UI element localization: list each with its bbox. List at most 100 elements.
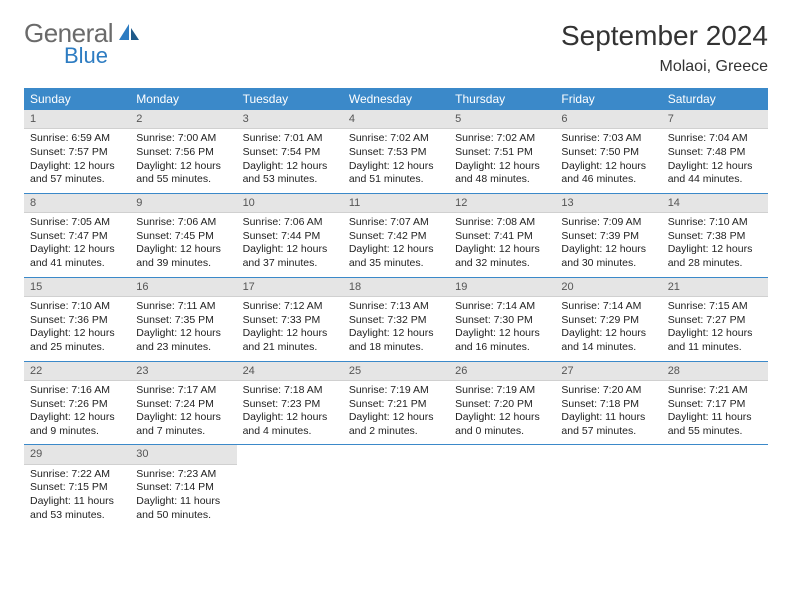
- day-cell: 5Sunrise: 7:02 AMSunset: 7:51 PMDaylight…: [449, 110, 555, 194]
- day2-text: and 48 minutes.: [455, 173, 549, 187]
- day-cell: 12Sunrise: 7:08 AMSunset: 7:41 PMDayligh…: [449, 194, 555, 278]
- day1-text: Daylight: 12 hours: [455, 411, 549, 425]
- day-header: Friday: [555, 88, 661, 110]
- sunrise-text: Sunrise: 7:07 AM: [349, 216, 443, 230]
- day2-text: and 16 minutes.: [455, 341, 549, 355]
- day1-text: Daylight: 11 hours: [561, 411, 655, 425]
- day2-text: and 9 minutes.: [30, 425, 124, 439]
- sunrise-text: Sunrise: 7:20 AM: [561, 384, 655, 398]
- month-title: September 2024: [561, 20, 768, 52]
- day2-text: and 37 minutes.: [243, 257, 337, 271]
- day-cell: 14Sunrise: 7:10 AMSunset: 7:38 PMDayligh…: [662, 194, 768, 278]
- sunset-text: Sunset: 7:44 PM: [243, 230, 337, 244]
- day-cell: 3Sunrise: 7:01 AMSunset: 7:54 PMDaylight…: [237, 110, 343, 194]
- day1-text: Daylight: 12 hours: [243, 327, 337, 341]
- sunset-text: Sunset: 7:35 PM: [136, 314, 230, 328]
- day-number: 14: [662, 194, 768, 213]
- day-body: Sunrise: 7:13 AMSunset: 7:32 PMDaylight:…: [343, 297, 449, 361]
- day1-text: Daylight: 12 hours: [136, 160, 230, 174]
- empty-cell: [237, 445, 343, 528]
- sunset-text: Sunset: 7:24 PM: [136, 398, 230, 412]
- day1-text: Daylight: 12 hours: [455, 160, 549, 174]
- day-body: Sunrise: 7:05 AMSunset: 7:47 PMDaylight:…: [24, 213, 130, 277]
- day2-text: and 44 minutes.: [668, 173, 762, 187]
- day2-text: and 18 minutes.: [349, 341, 443, 355]
- week-row: 22Sunrise: 7:16 AMSunset: 7:26 PMDayligh…: [24, 362, 768, 446]
- sunrise-text: Sunrise: 7:19 AM: [349, 384, 443, 398]
- day-number: 17: [237, 278, 343, 297]
- day1-text: Daylight: 12 hours: [668, 243, 762, 257]
- day-body: Sunrise: 7:22 AMSunset: 7:15 PMDaylight:…: [24, 465, 130, 529]
- header: General Blue September 2024 Molaoi, Gree…: [24, 20, 768, 76]
- sunrise-text: Sunrise: 7:02 AM: [455, 132, 549, 146]
- day-body: Sunrise: 7:21 AMSunset: 7:17 PMDaylight:…: [662, 381, 768, 445]
- sunset-text: Sunset: 7:32 PM: [349, 314, 443, 328]
- sunset-text: Sunset: 7:51 PM: [455, 146, 549, 160]
- day-cell: 10Sunrise: 7:06 AMSunset: 7:44 PMDayligh…: [237, 194, 343, 278]
- day-cell: 22Sunrise: 7:16 AMSunset: 7:26 PMDayligh…: [24, 362, 130, 446]
- day1-text: Daylight: 12 hours: [30, 160, 124, 174]
- day1-text: Daylight: 12 hours: [668, 160, 762, 174]
- day-body: Sunrise: 7:19 AMSunset: 7:20 PMDaylight:…: [449, 381, 555, 445]
- sunset-text: Sunset: 7:54 PM: [243, 146, 337, 160]
- day-cell: 11Sunrise: 7:07 AMSunset: 7:42 PMDayligh…: [343, 194, 449, 278]
- day-cell: 26Sunrise: 7:19 AMSunset: 7:20 PMDayligh…: [449, 362, 555, 446]
- day1-text: Daylight: 12 hours: [243, 160, 337, 174]
- sunrise-text: Sunrise: 7:01 AM: [243, 132, 337, 146]
- day-number: 9: [130, 194, 236, 213]
- day-number: 22: [24, 362, 130, 381]
- sunset-text: Sunset: 7:30 PM: [455, 314, 549, 328]
- empty-cell: [343, 445, 449, 528]
- day-number: 2: [130, 110, 236, 129]
- day-number: 30: [130, 445, 236, 464]
- week-row: 8Sunrise: 7:05 AMSunset: 7:47 PMDaylight…: [24, 194, 768, 278]
- day-body: Sunrise: 7:17 AMSunset: 7:24 PMDaylight:…: [130, 381, 236, 445]
- sunset-text: Sunset: 7:57 PM: [30, 146, 124, 160]
- day-cell: 23Sunrise: 7:17 AMSunset: 7:24 PMDayligh…: [130, 362, 236, 446]
- day-number: 6: [555, 110, 661, 129]
- day-body: Sunrise: 7:19 AMSunset: 7:21 PMDaylight:…: [343, 381, 449, 445]
- day2-text: and 39 minutes.: [136, 257, 230, 271]
- day2-text: and 0 minutes.: [455, 425, 549, 439]
- day-body: Sunrise: 7:02 AMSunset: 7:51 PMDaylight:…: [449, 129, 555, 193]
- day-cell: 27Sunrise: 7:20 AMSunset: 7:18 PMDayligh…: [555, 362, 661, 446]
- sunrise-text: Sunrise: 7:03 AM: [561, 132, 655, 146]
- day-cell: 18Sunrise: 7:13 AMSunset: 7:32 PMDayligh…: [343, 278, 449, 362]
- week-row: 1Sunrise: 6:59 AMSunset: 7:57 PMDaylight…: [24, 110, 768, 194]
- day-body: Sunrise: 7:01 AMSunset: 7:54 PMDaylight:…: [237, 129, 343, 193]
- day-number: 23: [130, 362, 236, 381]
- day2-text: and 57 minutes.: [30, 173, 124, 187]
- day-number: 26: [449, 362, 555, 381]
- calendar: SundayMondayTuesdayWednesdayThursdayFrid…: [24, 88, 768, 528]
- day2-text: and 7 minutes.: [136, 425, 230, 439]
- day-body: Sunrise: 7:03 AMSunset: 7:50 PMDaylight:…: [555, 129, 661, 193]
- empty-cell: [449, 445, 555, 528]
- day-cell: 15Sunrise: 7:10 AMSunset: 7:36 PMDayligh…: [24, 278, 130, 362]
- day-number: 18: [343, 278, 449, 297]
- day1-text: Daylight: 11 hours: [136, 495, 230, 509]
- day-body: Sunrise: 7:09 AMSunset: 7:39 PMDaylight:…: [555, 213, 661, 277]
- day2-text: and 4 minutes.: [243, 425, 337, 439]
- day-cell: 29Sunrise: 7:22 AMSunset: 7:15 PMDayligh…: [24, 445, 130, 528]
- sunrise-text: Sunrise: 7:21 AM: [668, 384, 762, 398]
- sunrise-text: Sunrise: 7:22 AM: [30, 468, 124, 482]
- sunset-text: Sunset: 7:42 PM: [349, 230, 443, 244]
- sunrise-text: Sunrise: 7:16 AM: [30, 384, 124, 398]
- day2-text: and 53 minutes.: [243, 173, 337, 187]
- day-number: 29: [24, 445, 130, 464]
- logo: General Blue: [24, 20, 141, 69]
- empty-cell: [555, 445, 661, 528]
- sunrise-text: Sunrise: 7:15 AM: [668, 300, 762, 314]
- day2-text: and 55 minutes.: [136, 173, 230, 187]
- sunrise-text: Sunrise: 7:06 AM: [136, 216, 230, 230]
- day-header: Tuesday: [237, 88, 343, 110]
- day-body: Sunrise: 7:06 AMSunset: 7:45 PMDaylight:…: [130, 213, 236, 277]
- day-number: 12: [449, 194, 555, 213]
- day1-text: Daylight: 12 hours: [349, 411, 443, 425]
- day-cell: 9Sunrise: 7:06 AMSunset: 7:45 PMDaylight…: [130, 194, 236, 278]
- day2-text: and 57 minutes.: [561, 425, 655, 439]
- sunrise-text: Sunrise: 7:13 AM: [349, 300, 443, 314]
- sunset-text: Sunset: 7:15 PM: [30, 481, 124, 495]
- day2-text: and 46 minutes.: [561, 173, 655, 187]
- day-header-row: SundayMondayTuesdayWednesdayThursdayFrid…: [24, 88, 768, 110]
